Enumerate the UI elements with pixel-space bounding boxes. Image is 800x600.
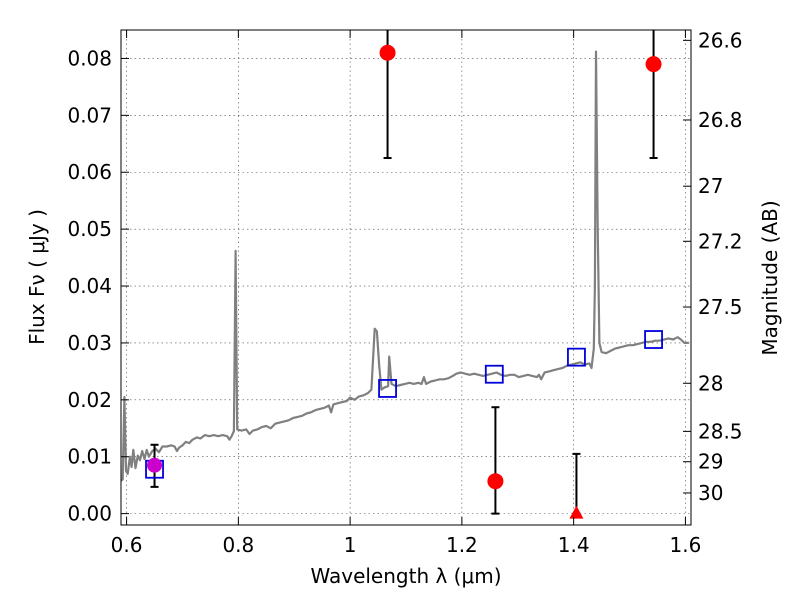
y-tick-label: 0.01 xyxy=(67,445,112,469)
y-tick-label: 0.03 xyxy=(67,331,112,355)
y-tick-label: 0.08 xyxy=(67,46,112,70)
mag-tick-label: 26.6 xyxy=(698,28,743,52)
y-tick-label: 0.05 xyxy=(67,217,112,241)
optical-point xyxy=(147,457,163,473)
photometry-point xyxy=(487,473,504,490)
mag-tick-label: 27 xyxy=(698,174,723,198)
points-layer xyxy=(145,30,663,519)
spectrum-line xyxy=(120,50,689,482)
tick-labels: 0.6 0.8 1 1.2 1.4 1.6 0.00 0.01 0.02 0.03 0.04 0.05… xyxy=(67,28,742,557)
x-tick-label: 0.8 xyxy=(222,533,254,557)
y-tick-label: 0.06 xyxy=(67,160,112,184)
plot-frame xyxy=(120,29,692,526)
y-tick-label: 0.00 xyxy=(67,502,112,526)
mag-tick-label: 27.2 xyxy=(698,229,743,253)
photometry-point xyxy=(645,56,662,73)
mag-tick-label: 30 xyxy=(698,481,723,505)
x-tick-label: 1.6 xyxy=(670,533,702,557)
mag-tick-label: 28.5 xyxy=(698,419,743,443)
y-tick-label: 0.04 xyxy=(67,274,112,298)
x-tick-label: 1.4 xyxy=(558,533,590,557)
x-tick-label: 0.6 xyxy=(111,533,143,557)
mag-tick-label: 29 xyxy=(698,450,723,474)
y2-axis-title: Magnitude (AB) xyxy=(758,200,782,355)
y-axis-title: Flux Fν ( μJy ) xyxy=(25,209,49,345)
x-axis-title: Wavelength λ (μm) xyxy=(310,564,501,588)
spectrum-layer xyxy=(120,50,689,482)
model-photometry-square xyxy=(484,364,504,384)
ticks xyxy=(121,30,691,525)
y-tick-label: 0.07 xyxy=(67,103,112,127)
grid xyxy=(121,30,691,525)
x-tick-label: 1.2 xyxy=(446,533,478,557)
model-photometry-square xyxy=(644,330,663,349)
model-photometry-square xyxy=(567,347,586,367)
mag-tick-label: 26.8 xyxy=(698,108,743,132)
upper-limit-triangle xyxy=(569,505,584,519)
photometry-point xyxy=(379,44,396,61)
model-photometry-square xyxy=(378,379,397,398)
mag-tick-label: 28 xyxy=(698,371,723,395)
mag-tick-label: 27.5 xyxy=(698,295,743,319)
y-tick-label: 0.02 xyxy=(67,388,112,412)
x-tick-label: 1 xyxy=(344,533,357,557)
